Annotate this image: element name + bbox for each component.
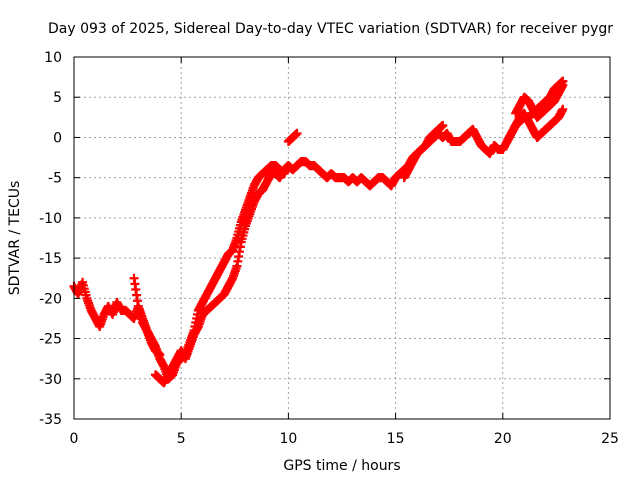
data-point-interp: [240, 224, 250, 234]
data-series: [129, 273, 165, 360]
x-tick-label: 25: [601, 431, 619, 447]
data-point-interp: [81, 290, 91, 300]
x-axis-label: GPS time / hours: [283, 458, 400, 474]
y-axis-label: SDTVAR / TECUs: [7, 181, 23, 296]
data-point-interp: [291, 129, 301, 139]
data-point-interp: [244, 211, 254, 221]
y-tick-label: 0: [53, 130, 62, 146]
data-point-interp: [184, 344, 194, 354]
data-point-interp: [283, 161, 293, 171]
data-point-interp: [231, 264, 241, 274]
data-point-interp: [231, 235, 241, 245]
data-point-interp: [557, 106, 567, 116]
y-tick-label: -35: [39, 412, 62, 428]
y-tick-label: -20: [39, 291, 62, 307]
data-point-interp: [557, 82, 567, 92]
y-tick-label: 5: [53, 90, 62, 106]
data-series: [502, 104, 568, 146]
data-point-interp: [154, 349, 164, 359]
data-series: [399, 120, 448, 183]
data-point-interp: [235, 242, 245, 252]
y-tick-label: -30: [39, 372, 62, 388]
data-series: [283, 128, 302, 146]
x-tick-label: 15: [387, 431, 405, 447]
data-point-interp: [132, 296, 142, 306]
y-tick-labels: -35 -30 -25 -20 -15 -10 -5 0 5 10: [39, 50, 62, 428]
data-series: [150, 161, 293, 388]
chart-title: Day 093 of 2025, Sidereal Day-to-day VTE…: [48, 21, 613, 37]
y-tick-label: -15: [39, 251, 62, 267]
x-tick-label: 0: [70, 431, 79, 447]
data-point-interp: [437, 121, 447, 131]
axis-ticks: [73, 56, 611, 420]
x-tick-labels: 0 5 10 15 20 25: [70, 431, 619, 447]
x-tick-label: 10: [279, 431, 297, 447]
data-points: [69, 76, 568, 388]
data-point-interp: [137, 314, 147, 324]
x-tick-label: 5: [177, 431, 186, 447]
data-series: [511, 80, 568, 122]
y-tick-label: -25: [39, 332, 62, 348]
y-tick-label: -10: [39, 211, 62, 227]
y-tick-label: -5: [48, 171, 62, 187]
plot-frame: [73, 56, 611, 420]
x-tick-label: 20: [494, 431, 512, 447]
y-tick-label: 10: [44, 50, 62, 66]
